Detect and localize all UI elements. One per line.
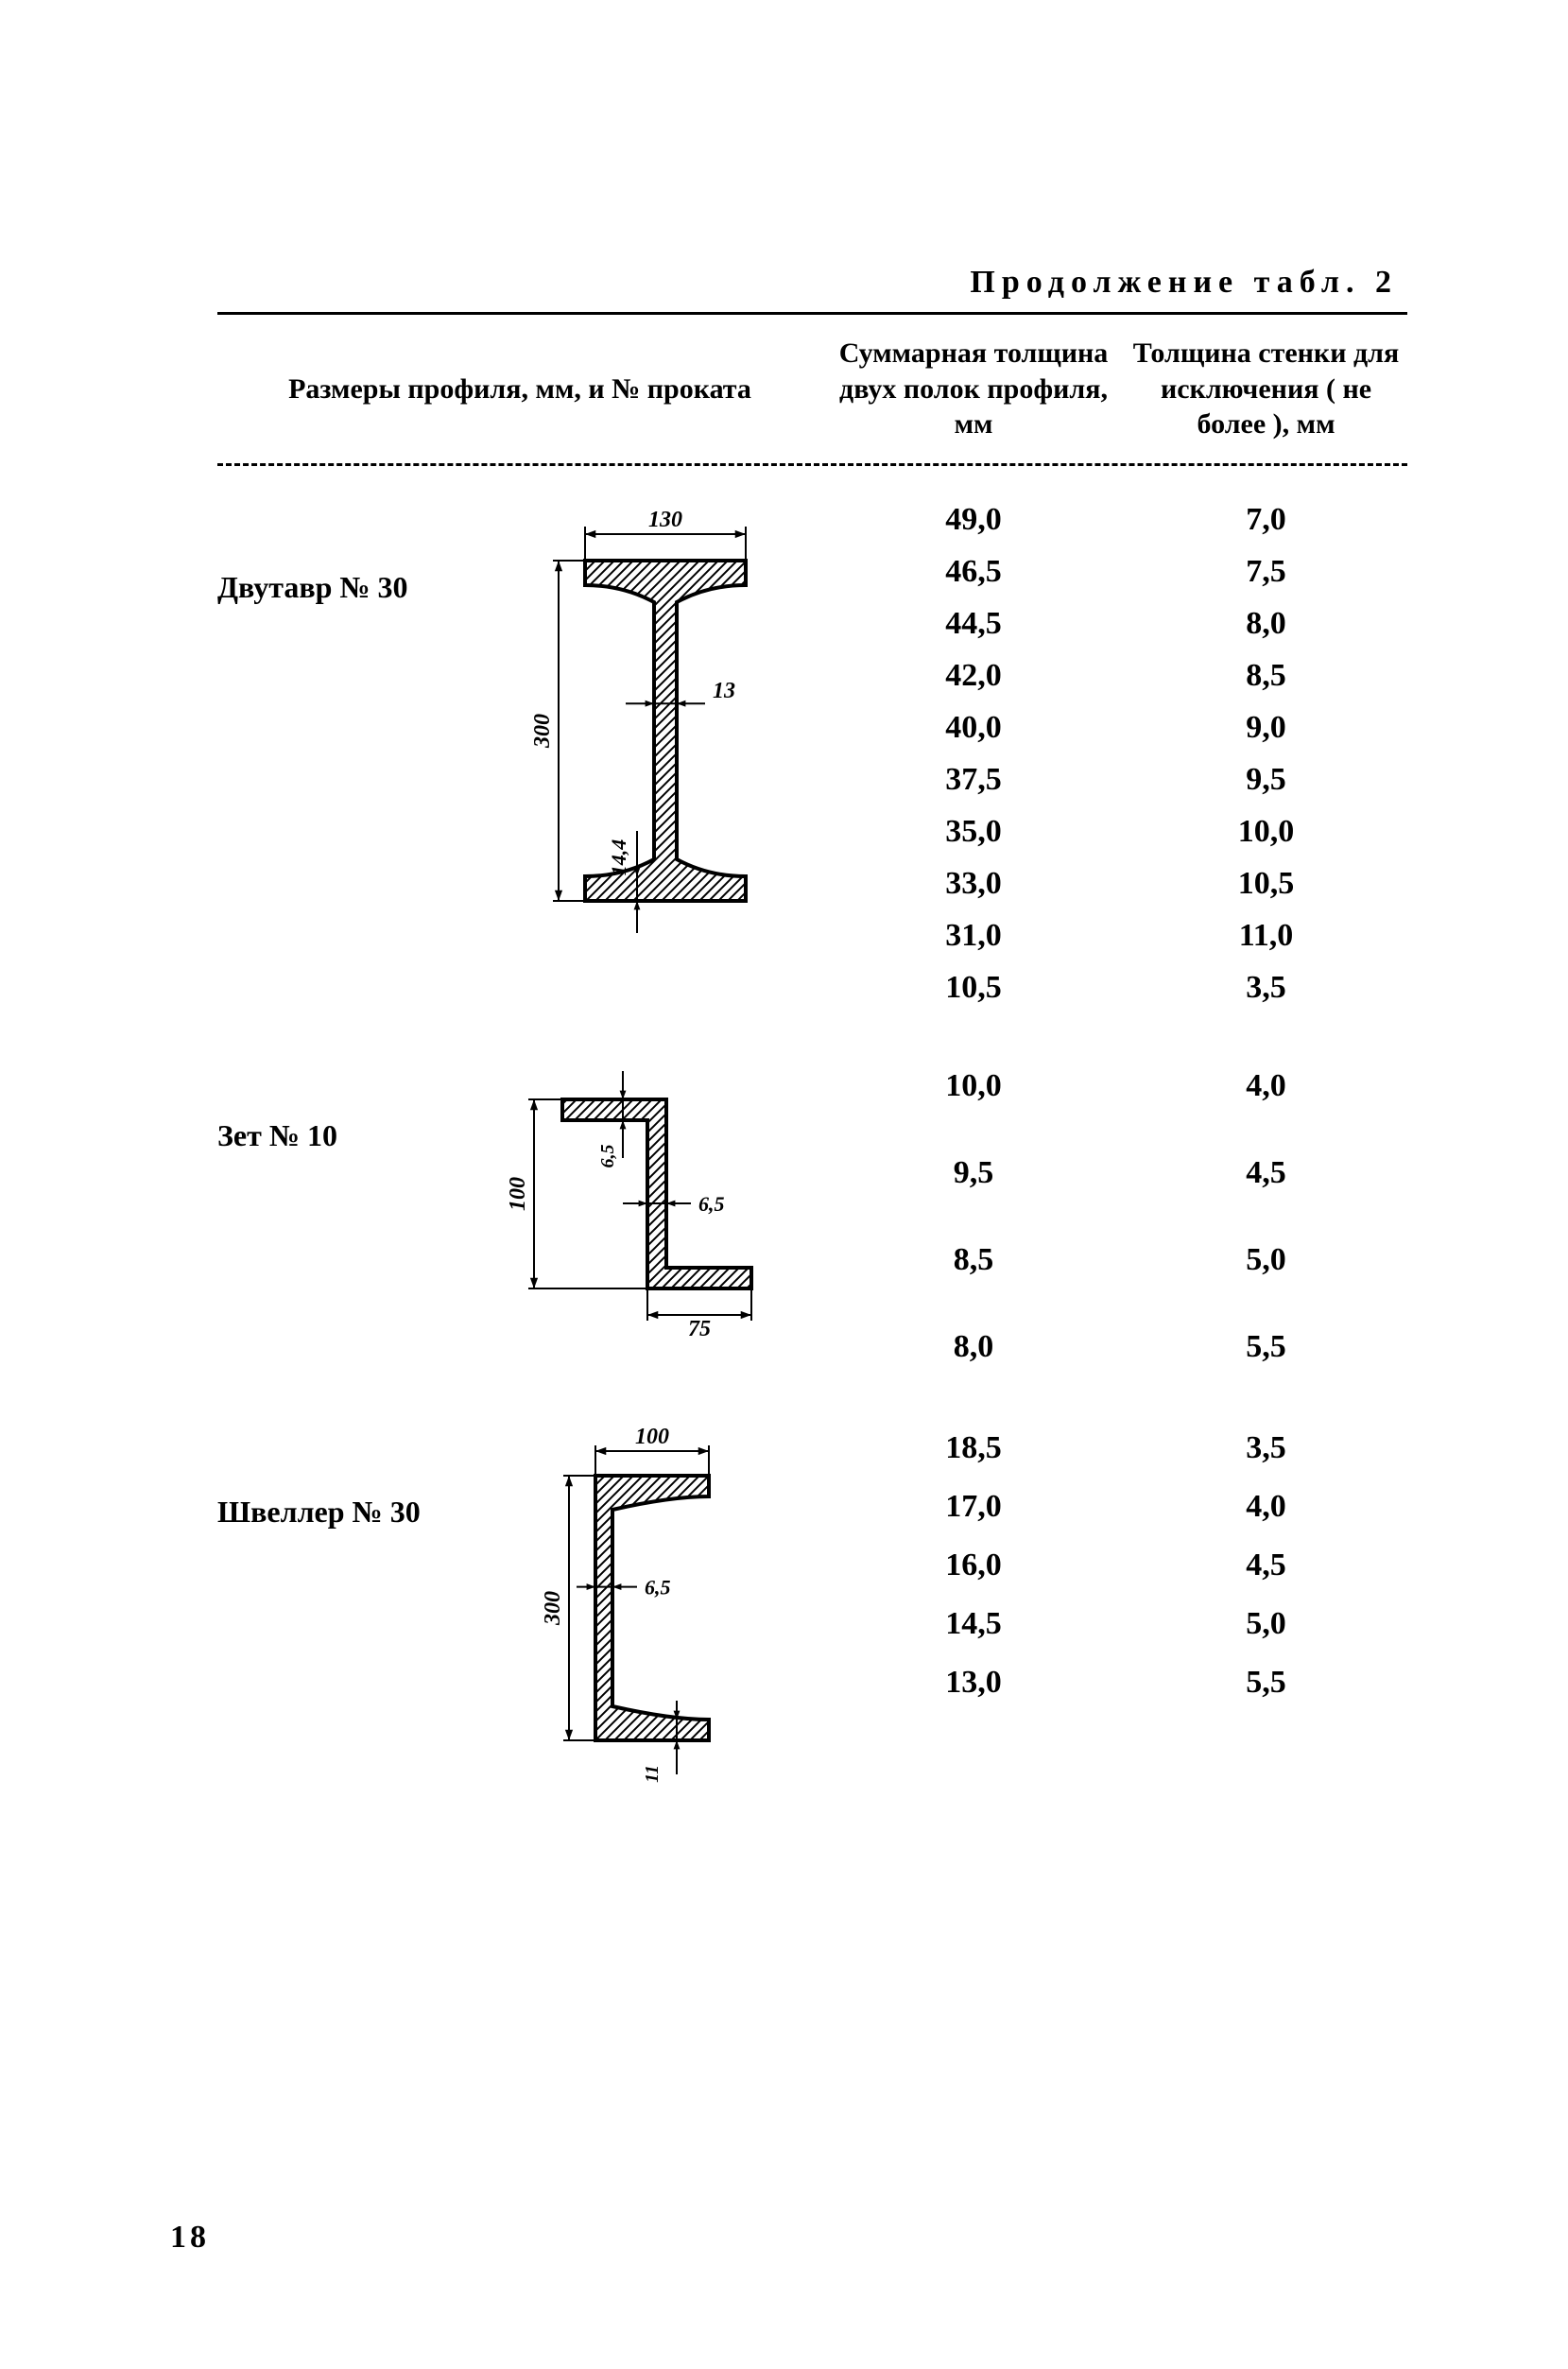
profile-diagram: 100 75 6,5 6,5 [463,1043,822,1383]
value-wall-thickness: 7,0 [1125,494,1407,546]
svg-text:300: 300 [530,714,555,749]
value-sum-thickness: 14,5 [822,1595,1125,1653]
value-sum-thickness: 42,0 [822,650,1125,702]
table-header: Размеры профиля, мм, и № проката Суммарн… [217,315,1407,463]
value-wall-thickness: 3,5 [1125,1419,1407,1478]
value-sum-thickness: 31,0 [822,910,1125,962]
value-sum-thickness: 44,5 [822,598,1125,650]
value-sum-thickness: 49,0 [822,494,1125,546]
profile-section: Зет № 10 100756,56,510,09,58,58,04,04,55… [217,1043,1407,1391]
profile-label: Швеллер № 30 [217,1419,463,1530]
header-col-profile: Размеры профиля, мм, и № проката [217,371,822,407]
col-wall-thickness: 4,04,55,05,5 [1125,1043,1407,1391]
value-sum-thickness: 9,5 [822,1130,1125,1217]
svg-text:11: 11 [642,1765,663,1783]
profile-section: Двутавр № 30 130 300 13 14,4 49,046,544,542,… [217,494,1407,1014]
rule-dashed [217,463,1407,466]
svg-text:300: 300 [541,1591,565,1626]
value-wall-thickness: 9,0 [1125,702,1407,754]
page-number: 18 [170,2220,210,2256]
profile-data: 49,046,544,542,040,037,535,033,031,010,5… [822,494,1407,1014]
value-sum-thickness: 33,0 [822,858,1125,910]
profile-diagram: 130 300 13 14,4 [463,494,822,986]
value-wall-thickness: 5,0 [1125,1217,1407,1304]
profile-diagram: 100 300 6,5 11 [463,1419,822,1797]
value-wall-thickness: 4,0 [1125,1478,1407,1536]
svg-text:6,5: 6,5 [698,1192,725,1216]
value-sum-thickness: 13,0 [822,1653,1125,1712]
value-sum-thickness: 10,0 [822,1043,1125,1130]
value-wall-thickness: 4,0 [1125,1043,1407,1130]
value-sum-thickness: 17,0 [822,1478,1125,1536]
svg-text:6,5: 6,5 [597,1144,618,1167]
value-wall-thickness: 8,0 [1125,598,1407,650]
continuation-title: Продолжение табл. 2 [217,265,1407,301]
value-sum-thickness: 40,0 [822,702,1125,754]
sections-container: Двутавр № 30 130 300 13 14,4 49,046,544,542,… [217,494,1407,1797]
col-wall-thickness: 3,54,04,55,05,5 [1125,1419,1407,1712]
profile-data: 18,517,016,014,513,03,54,04,55,05,5 [822,1419,1407,1712]
value-wall-thickness: 4,5 [1125,1130,1407,1217]
svg-text:75: 75 [688,1317,711,1341]
col-sum-thickness: 49,046,544,542,040,037,535,033,031,010,5 [822,494,1125,1014]
value-wall-thickness: 9,5 [1125,754,1407,806]
value-wall-thickness: 5,5 [1125,1304,1407,1391]
value-wall-thickness: 4,5 [1125,1536,1407,1595]
value-sum-thickness: 10,5 [822,962,1125,1014]
value-wall-thickness: 5,0 [1125,1595,1407,1653]
svg-text:13: 13 [713,679,735,703]
value-wall-thickness: 8,5 [1125,650,1407,702]
col-wall-thickness: 7,07,58,08,59,09,510,010,511,03,5 [1125,494,1407,1014]
header-col-wall-thickness: Толщина стенки для исключения ( не более… [1125,336,1407,442]
value-sum-thickness: 37,5 [822,754,1125,806]
value-sum-thickness: 8,5 [822,1217,1125,1304]
value-wall-thickness: 3,5 [1125,962,1407,1014]
profile-label: Двутавр № 30 [217,494,463,605]
profile-data: 10,09,58,58,04,04,55,05,5 [822,1043,1407,1391]
value-sum-thickness: 8,0 [822,1304,1125,1391]
value-sum-thickness: 16,0 [822,1536,1125,1595]
header-col-sum-thickness: Суммарная толщина двух полок профиля, мм [822,336,1125,442]
value-wall-thickness: 7,5 [1125,546,1407,598]
value-sum-thickness: 46,5 [822,546,1125,598]
profile-section: Швеллер № 30 100 300 6,5 11 18,517,016,014,5… [217,1419,1407,1797]
svg-text:100: 100 [506,1177,530,1211]
value-sum-thickness: 18,5 [822,1419,1125,1478]
value-wall-thickness: 5,5 [1125,1653,1407,1712]
svg-text:14,4: 14,4 [607,839,630,875]
value-wall-thickness: 10,0 [1125,806,1407,858]
svg-text:130: 130 [648,508,682,532]
svg-text:100: 100 [635,1425,669,1449]
svg-text:6,5: 6,5 [645,1575,671,1599]
col-sum-thickness: 10,09,58,58,0 [822,1043,1125,1391]
value-sum-thickness: 35,0 [822,806,1125,858]
profile-label: Зет № 10 [217,1043,463,1153]
value-wall-thickness: 10,5 [1125,858,1407,910]
page: Продолжение табл. 2 Размеры профиля, мм,… [0,0,1568,2369]
value-wall-thickness: 11,0 [1125,910,1407,962]
col-sum-thickness: 18,517,016,014,513,0 [822,1419,1125,1712]
